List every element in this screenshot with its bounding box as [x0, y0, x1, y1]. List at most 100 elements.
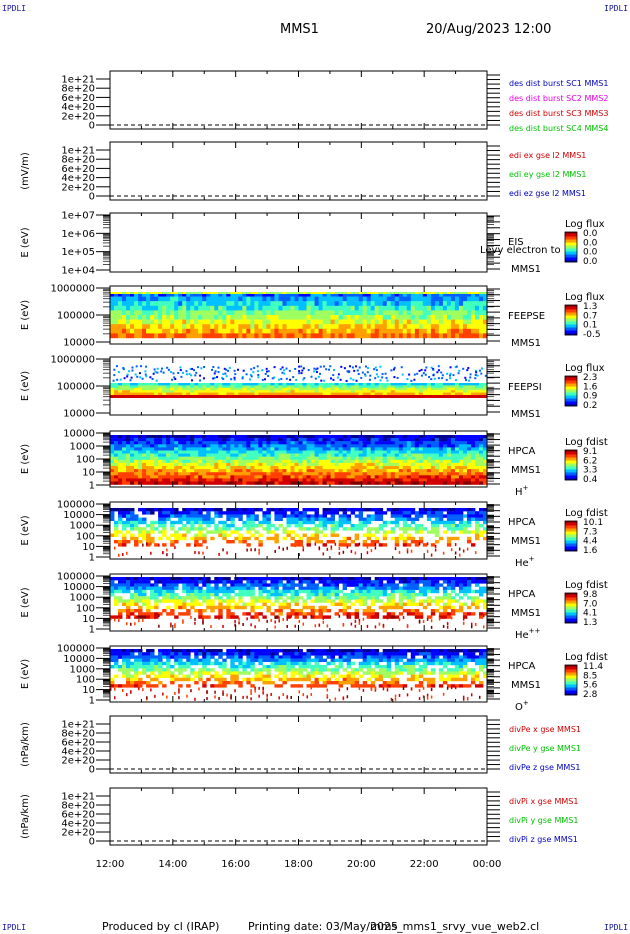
y-tick-label: 10	[82, 468, 95, 479]
y-tick-label: 1	[89, 481, 95, 492]
spacecraft-label: MMS1	[511, 409, 541, 420]
colorbar-tick: 1.3	[583, 618, 597, 628]
printing-date: Printing date: 03/May/2025	[248, 920, 398, 933]
colorbar-tick: 7.3	[583, 527, 597, 537]
y-tick-label: 1e+21	[61, 720, 95, 731]
spacecraft-label: MMS1	[511, 465, 541, 476]
y-tick-label: 8e+20	[61, 155, 95, 166]
panel-frame	[109, 715, 488, 774]
panel-frame	[109, 70, 488, 130]
y-axis-label: (nPa/km)	[20, 794, 31, 839]
colorbar-tick: 2.3	[583, 373, 597, 383]
legend-entry: des dist burst SC2 MMS2	[509, 94, 608, 103]
panel-frame	[109, 787, 488, 846]
y-tick-label: 1e+21	[61, 792, 95, 803]
y-tick-label: 100	[76, 603, 95, 614]
y-tick-label: 10000	[63, 409, 95, 420]
plot-datetime: 20/Aug/2023 12:00	[426, 22, 552, 37]
colorbar-tick: 1.3	[583, 302, 597, 312]
colorbar-title: Log flux	[565, 219, 605, 230]
y-tick-label: 10000	[63, 338, 95, 349]
colorbar-tick: 0.0	[583, 229, 598, 239]
instrument-label: HPCA	[508, 446, 536, 457]
y-tick-label: 2e+20	[61, 828, 95, 839]
colorbar-tick: 6.2	[583, 456, 597, 466]
panel-6: 10000 1000 100 10 1 E (eV) HPCA MMS1 H+ Log fdist…	[20, 429, 608, 499]
colorbar-title: Log fdist	[565, 580, 608, 591]
colorbar-title: Log flux	[565, 292, 605, 303]
y-tick-label: 1e+21	[61, 146, 95, 157]
y-tick-label: 1000000	[50, 284, 95, 295]
colorbar-title: Log fdist	[565, 652, 608, 663]
y-tick-label: 4e+20	[61, 102, 95, 113]
spacecraft-label: MMS1	[511, 264, 541, 275]
y-axis-label: E (eV)	[20, 659, 31, 689]
y-tick-label: 100000	[57, 500, 95, 511]
y-tick-label: 8e+20	[61, 801, 95, 812]
spacecraft-title: MMS1	[280, 22, 319, 37]
y-tick-label: 6e+20	[61, 164, 95, 175]
colorbar-tick: 3.3	[583, 466, 597, 476]
y-axis-label: E (eV)	[20, 515, 31, 545]
colorbar-title: Log fdist	[565, 508, 608, 519]
legend-entry: edi ex gse l2 MMS1	[509, 151, 586, 160]
y-axis-label: E (eV)	[20, 227, 31, 257]
y-tick-label: 1000	[70, 442, 95, 453]
y-tick-label: 1	[89, 696, 95, 707]
legend-entry: des dist burst SC1 MMS1	[509, 79, 608, 88]
species-label: He+	[515, 555, 535, 569]
y-tick-label: 1	[89, 625, 95, 636]
colorbar-tick: 11.4	[583, 662, 603, 672]
species-label: H+	[515, 484, 529, 498]
y-tick-label: 6e+20	[61, 738, 95, 749]
colorbar-tick: 4.1	[583, 609, 597, 619]
y-tick-label: 100000	[57, 644, 95, 655]
colorbar-title: Log fdist	[565, 437, 608, 448]
produced-by: Produced by cl (IRAP)	[102, 920, 220, 933]
time-tick-label: 20:00	[347, 859, 376, 870]
instrument-label: HPCA	[508, 661, 536, 672]
spectrogram	[110, 292, 488, 339]
spectrogram	[110, 435, 488, 485]
colorbar-tick: 0.7	[583, 311, 597, 321]
colorbar-tick: 10.1	[583, 518, 603, 528]
y-axis-label: E (eV)	[20, 300, 31, 330]
corner-tag-bottom-right: IPDLI	[604, 923, 629, 932]
y-tick-label: 1e+04	[61, 266, 95, 277]
y-tick-label: 0	[89, 837, 95, 848]
species-label: O+	[515, 699, 529, 713]
spacecraft-label: MMS1	[511, 608, 541, 619]
legend-entry: divPi y gse MMS1	[509, 816, 578, 825]
time-tick-label: 14:00	[158, 859, 187, 870]
y-tick-label: 8e+20	[61, 84, 95, 95]
time-tick-label: 00:00	[473, 859, 502, 870]
colorbar-title: Log flux	[565, 363, 605, 374]
overlay-label: Levy electron to	[480, 245, 561, 256]
y-tick-label: 4e+20	[61, 747, 95, 758]
spectrogram	[110, 508, 488, 557]
y-tick-label: 0	[89, 765, 95, 776]
y-tick-label: 1e+21	[61, 75, 95, 86]
time-axis: 12:00 14:00 16:00 18:00 20:00 22:00 00:00	[96, 859, 502, 870]
y-tick-label: 1000	[70, 664, 95, 675]
y-tick-label: 6e+20	[61, 93, 95, 104]
panel-3: 1e+07 1e+06 1e+05 1e+04 E (eV) EIS MMS1 Levy el…	[20, 211, 605, 277]
time-tick-label: 16:00	[221, 859, 250, 870]
y-axis-label: E (eV)	[20, 587, 31, 617]
corner-tag-bottom-left: IPDLI	[2, 923, 27, 932]
y-axis-label: E (eV)	[20, 371, 31, 401]
legend-entry: divPe z gse MMS1	[509, 763, 580, 772]
y-tick-label: 100000	[57, 572, 95, 583]
colorbar-tick: 0.4	[583, 475, 598, 485]
colorbar	[564, 375, 578, 407]
colorbar	[564, 304, 578, 336]
y-tick-label: 100	[76, 455, 95, 466]
legend-entry: divPe x gse MMS1	[509, 725, 581, 734]
instrument-label: HPCA	[508, 517, 536, 528]
spacecraft-label: MMS1	[511, 536, 541, 547]
